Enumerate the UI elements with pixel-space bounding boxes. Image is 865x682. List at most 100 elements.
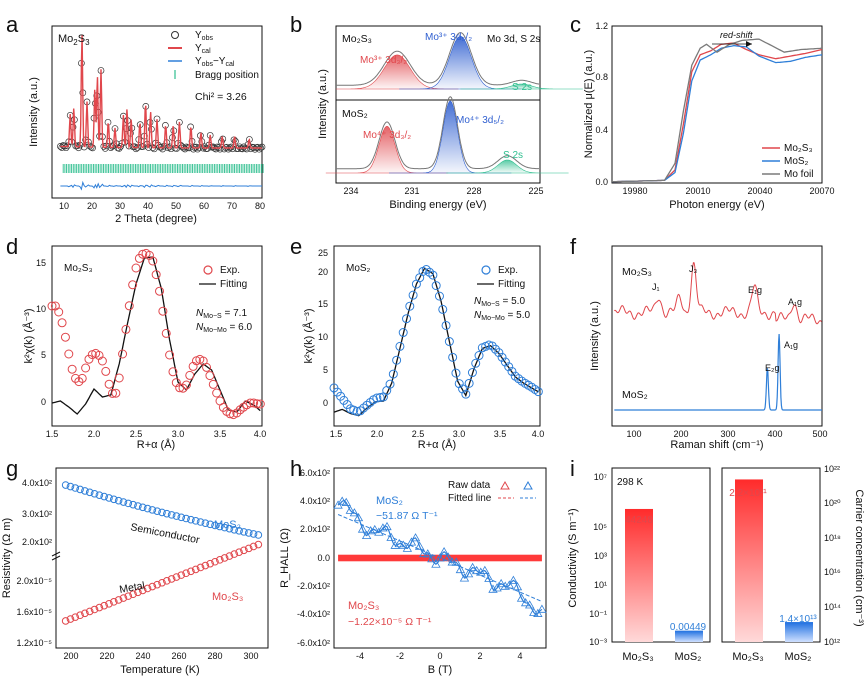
panel-e-plot bbox=[329, 265, 543, 417]
legend-ydiff: Yobs−Ycal bbox=[195, 56, 235, 68]
xtick: 220 bbox=[99, 651, 114, 661]
mos2-raw-point bbox=[459, 573, 470, 582]
exp-point bbox=[405, 301, 415, 311]
xtick: 60 bbox=[199, 201, 209, 211]
panel-c: red-shift Mo₂S₃ MoS₂ Mo foil 0.0 0.4 0.8… bbox=[583, 21, 835, 211]
h-mo2s3-slope: −1.22×10⁻⁵ Ω T⁻¹ bbox=[348, 616, 432, 628]
panel-f-ylabel: Intensity (a.u.) bbox=[589, 301, 601, 371]
mos2-raw-point bbox=[533, 608, 543, 617]
exp-point bbox=[131, 263, 141, 273]
panel-c-frame bbox=[611, 25, 823, 184]
mos2-raw-point bbox=[443, 552, 453, 561]
bar-label-carrier-mos2: 1.4×10¹³ bbox=[779, 614, 817, 625]
panel-letter-a: a bbox=[6, 12, 19, 37]
mos2-point bbox=[110, 495, 118, 504]
mos2-point bbox=[85, 488, 94, 497]
exp-point bbox=[402, 314, 412, 324]
exp-point bbox=[208, 379, 218, 389]
ytick: 10 bbox=[36, 304, 46, 314]
panel-b-xticks: 234 231 228 225 bbox=[343, 186, 543, 196]
label-mo4-32: Mo⁴⁺ 3d₃/₂ bbox=[363, 130, 411, 141]
xtick: 400 bbox=[767, 429, 782, 439]
mos2-point bbox=[158, 508, 166, 517]
mos2-point bbox=[114, 496, 123, 505]
mos2-raw-point bbox=[374, 527, 384, 536]
exp-point bbox=[461, 389, 471, 399]
exp-point bbox=[448, 352, 458, 362]
exp-point bbox=[158, 306, 168, 316]
chi-annotation: Chi² = 3.26 bbox=[195, 91, 247, 103]
mos2-raw-point bbox=[370, 524, 380, 534]
mos2-point bbox=[172, 512, 181, 520]
redshift-arrowhead bbox=[746, 41, 752, 47]
exp-point bbox=[178, 383, 188, 393]
exp-point bbox=[392, 355, 402, 365]
exp-point bbox=[54, 307, 64, 317]
xps-envelope bbox=[336, 96, 539, 170]
exp-point bbox=[408, 290, 418, 300]
panel-g-xlabel: Temperature (K) bbox=[120, 664, 199, 676]
ytick: 0.0 bbox=[317, 553, 330, 563]
mos2-raw-point bbox=[341, 497, 351, 506]
xtick: 0 bbox=[437, 651, 442, 661]
exp-point bbox=[104, 379, 114, 389]
mos2-raw-point bbox=[394, 538, 404, 548]
mos2-point bbox=[211, 521, 219, 530]
obs-point bbox=[62, 144, 70, 152]
bar-label-cond-mo2s3: 44248 bbox=[625, 515, 653, 526]
mos2-raw-point bbox=[361, 530, 372, 539]
exp-point bbox=[225, 409, 235, 419]
xtick: 3.0 bbox=[172, 429, 185, 439]
exp-point bbox=[185, 370, 195, 380]
panel-b-top-left: Mo₂S₃ bbox=[342, 33, 372, 45]
label-s2s-bot: S 2s bbox=[503, 150, 523, 161]
xtick: 20010 bbox=[685, 186, 710, 196]
mos2-raw-point bbox=[402, 543, 413, 552]
mos2-point bbox=[100, 492, 108, 501]
legend-mo2s3: Mo₂S₃ bbox=[784, 143, 813, 154]
mos2-raw-point bbox=[492, 583, 502, 592]
panel-h-yticks: -6.0x10² -4.0x10² -2.0x10² 0.0 2.0x10² 4… bbox=[297, 468, 330, 648]
mo2s3-point bbox=[216, 556, 224, 564]
ytick: 1.2x10⁻⁵ bbox=[16, 638, 52, 648]
panel-h-xlabel: B (T) bbox=[428, 664, 452, 676]
panel-e-frame bbox=[333, 245, 541, 427]
exp-point bbox=[111, 388, 121, 398]
ytick: 3.0x10² bbox=[22, 509, 52, 519]
mo2s3-point bbox=[71, 613, 80, 621]
xtick: 3.0 bbox=[453, 429, 466, 439]
bar-label-carrier-mo2s3: 2.2×10²¹ bbox=[729, 488, 767, 499]
exp-point bbox=[359, 403, 369, 413]
xtick: 500 bbox=[812, 429, 827, 439]
ytick: 10²⁰ bbox=[824, 498, 841, 508]
ytick: 10⁻³ bbox=[589, 637, 607, 647]
panel-b-frame bbox=[335, 25, 541, 184]
xtick: 200 bbox=[63, 651, 78, 661]
xtick: 20 bbox=[87, 201, 97, 211]
h-mo2s3-label: Mo₂S₃ bbox=[348, 600, 379, 612]
legend-exp: Exp. bbox=[498, 265, 518, 276]
mos2-point bbox=[129, 500, 137, 509]
mos2-raw-point bbox=[406, 537, 417, 546]
ytick: 20 bbox=[318, 267, 328, 277]
panel-d-frame bbox=[51, 245, 263, 427]
xtick: 225 bbox=[528, 186, 543, 196]
mo2s3-point bbox=[105, 599, 113, 608]
panel-e-yticks: 0 5 10 15 20 25 bbox=[318, 248, 328, 408]
legend-raw: Raw data bbox=[448, 480, 491, 491]
panel-a-title: Mo2S3 bbox=[58, 33, 90, 47]
panel-f-bot-label: MoS₂ bbox=[622, 389, 648, 401]
exp-point bbox=[372, 393, 382, 403]
panel-b-ylabel: Intensity (a.u.) bbox=[317, 69, 329, 139]
mo2s3-point bbox=[177, 571, 186, 579]
mos2-point bbox=[254, 531, 263, 539]
exp-point bbox=[464, 378, 474, 388]
xtick: 4.0 bbox=[532, 429, 545, 439]
panel-letter-g: g bbox=[6, 456, 18, 481]
xtick: 1.5 bbox=[46, 429, 59, 439]
n-momo-label: NMo−Mo = 5.0 bbox=[474, 310, 531, 322]
xtick: 40 bbox=[143, 201, 153, 211]
mos2-point bbox=[196, 518, 205, 526]
xtick: 1.5 bbox=[330, 429, 343, 439]
mos2-raw-point bbox=[353, 512, 364, 522]
